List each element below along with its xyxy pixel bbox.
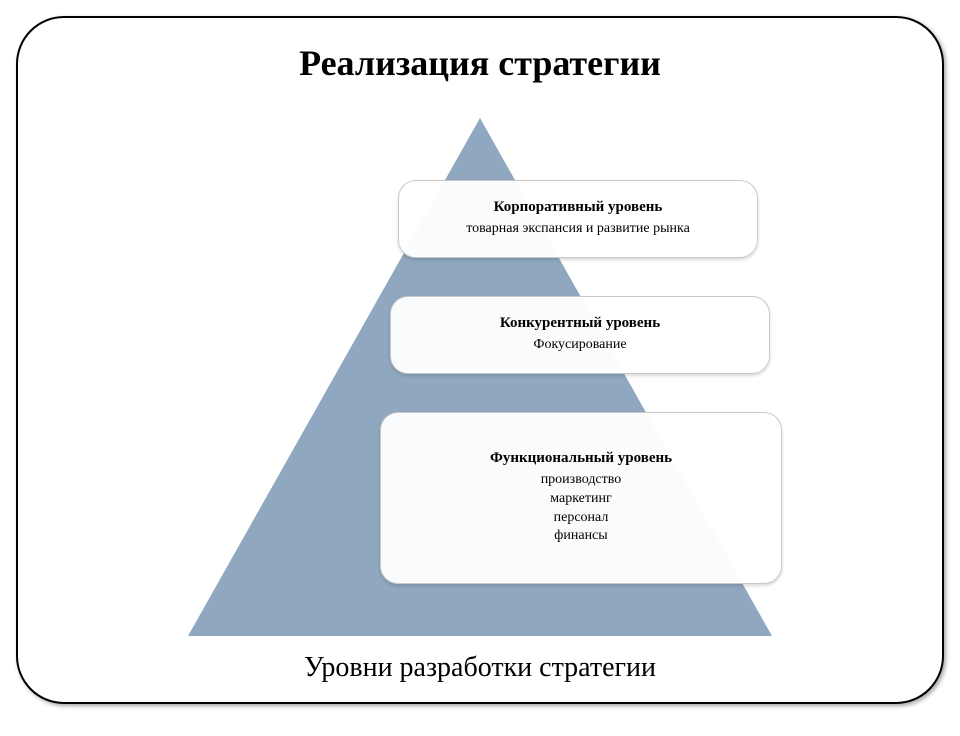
card-line: производство xyxy=(541,471,622,490)
card-level-1: Корпоративный уровень товарная экспансия… xyxy=(398,180,758,258)
card-heading: Корпоративный уровень xyxy=(494,199,663,216)
slide-frame: Реализация стратегии Корпоративный урове… xyxy=(16,16,944,704)
card-line: маркетинг xyxy=(550,490,612,509)
card-heading: Конкурентный уровень xyxy=(500,315,660,332)
card-line: товарная экспансия и развитие рынка xyxy=(466,220,690,239)
pyramid-diagram: Корпоративный уровень товарная экспансия… xyxy=(170,108,790,648)
card-level-3: Функциональный уровень производство марк… xyxy=(380,412,782,584)
slide-title: Реализация стратегии xyxy=(18,42,942,84)
card-line: персонал xyxy=(554,509,609,528)
card-line: Фокусирование xyxy=(533,336,626,355)
card-line: финансы xyxy=(554,527,607,546)
card-heading: Функциональный уровень xyxy=(490,450,672,467)
card-level-2: Конкурентный уровень Фокусирование xyxy=(390,296,770,374)
slide-subtitle: Уровни разработки стратегии xyxy=(18,652,942,684)
